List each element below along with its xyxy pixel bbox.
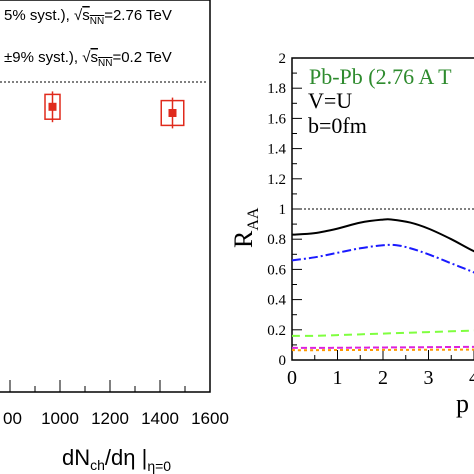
right-y-tick-label: 1.6: [267, 111, 286, 127]
right-y-axis-label: RAA: [229, 207, 262, 248]
right-series-group: [291, 218, 474, 352]
right-y-tick-label: 1.8: [267, 81, 286, 97]
right-x-axis-label: p: [456, 389, 469, 418]
left-x-tick-label: 1600: [191, 409, 229, 428]
left-x-tick-label: 00: [3, 409, 22, 428]
left-legend-line-1: 5% syst.), √sNN=2.76 TeV: [4, 7, 172, 27]
right-annotation-1: V=U: [308, 88, 352, 113]
right-y-tick-label: 0.4: [267, 293, 286, 309]
right-series-line-2: [291, 243, 474, 274]
right-annotation-2: b=0fm: [308, 113, 367, 138]
right-y-tick-label: 1: [279, 202, 287, 218]
right-series-line-5: [291, 348, 474, 352]
right-series-line-1: [291, 218, 474, 253]
right-y-tick-label: 2: [279, 51, 287, 67]
right-y-tick-label: 0: [279, 353, 287, 369]
right-chart: 0 0.2 0.4 0.6 0.8 1 1.2 1.4 1.6 1.8 2 0 1 2 3 4 Pb-Pb (…: [229, 51, 474, 418]
left-legend-line-2: ±9% syst.), √sNN=0.2 TeV: [4, 49, 172, 69]
left-data-point: [168, 109, 177, 117]
left-chart: 5% syst.), √sNN=2.76 TeV ±9% syst.), √sN…: [0, 0, 229, 474]
right-y-tick-label: 0.2: [267, 323, 286, 339]
right-chart-title: Pb-Pb (2.76 A T: [309, 64, 452, 89]
left-data-point: [48, 102, 57, 111]
right-series-line-4: [291, 345, 474, 349]
left-x-tick-label: 1000: [41, 409, 79, 428]
right-y-tick-label: 0.6: [267, 262, 286, 278]
right-axis-ticks: 0 0.2 0.4 0.6 0.8 1 1.2 1.4 1.6 1.8 2 0 1 2 3 4: [267, 51, 474, 389]
right-x-tick-label: 2: [378, 367, 388, 389]
left-plot-frame: [0, 0, 211, 393]
right-y-tick-label: 1.4: [267, 142, 286, 158]
left-x-axis-label: dNch/dη |η=0: [62, 445, 171, 474]
left-data-points: [44, 91, 185, 129]
right-x-tick-label: 4: [469, 367, 474, 389]
right-x-tick-label: 3: [424, 367, 434, 389]
left-x-tick-label: 1200: [91, 409, 129, 428]
right-y-tick-label: 1.2: [267, 172, 286, 188]
right-x-tick-label: 1: [333, 367, 343, 389]
left-x-tick-label: 1400: [141, 409, 179, 428]
right-x-tick-label: 0: [287, 367, 297, 389]
left-x-ticks: 00 1000 1200 1400 1600: [3, 380, 229, 428]
right-y-tick-label: 0.8: [267, 232, 286, 248]
right-series-line-3: [291, 329, 474, 337]
